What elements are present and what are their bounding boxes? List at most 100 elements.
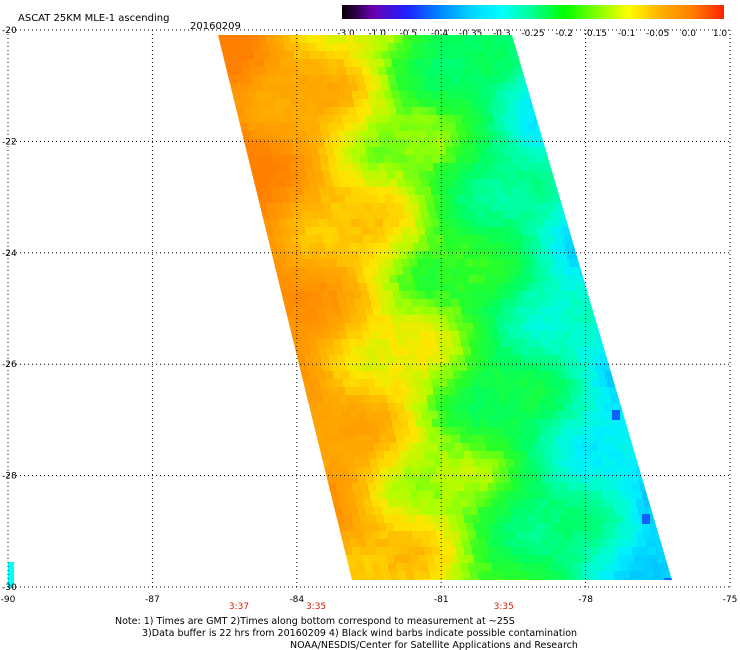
swath-cell (531, 331, 539, 339)
swath-cell (616, 579, 624, 580)
swath-cell (421, 211, 429, 219)
swath-cell (538, 523, 546, 531)
swath-cell (363, 299, 371, 307)
swath-cell (632, 547, 640, 555)
swath-cell (356, 75, 364, 83)
swath-cell (376, 579, 384, 580)
swath-cell (459, 171, 467, 179)
swath-cell (560, 515, 568, 523)
swath-cell (485, 307, 493, 315)
swath-cell (455, 347, 463, 355)
swath-cell (466, 99, 474, 107)
swath-cell (584, 483, 592, 491)
swath-cell (353, 387, 361, 395)
swath-cell (538, 99, 546, 107)
swath-cell (578, 459, 586, 467)
swath-cell (553, 227, 561, 235)
swath-cell (520, 579, 528, 580)
swath-cell (626, 555, 634, 563)
swath-cell (396, 139, 404, 147)
swath-cell (315, 235, 323, 243)
swath-cell (421, 243, 429, 251)
swath-cell (433, 227, 441, 235)
swath-cell (520, 59, 528, 67)
swath-cell (300, 107, 308, 115)
swath-cell (486, 411, 494, 419)
swath-cell (242, 131, 250, 139)
swath-cell (260, 139, 268, 147)
swath-cell (416, 451, 424, 459)
swath-cell (415, 251, 423, 259)
swath-cell (542, 411, 550, 419)
swath-cell (337, 355, 345, 363)
swath-cell (532, 467, 540, 475)
swath-cell (467, 363, 475, 371)
swath-cell (344, 91, 352, 99)
swath-cell (549, 339, 557, 347)
swath-cell (401, 323, 409, 331)
swath-cell (366, 475, 374, 483)
swath-cell (394, 459, 402, 467)
swath-cell (550, 507, 558, 515)
swath-cell (395, 331, 403, 339)
swath-cell (296, 91, 304, 99)
swath-cell (529, 259, 537, 267)
swath-cell (561, 355, 569, 363)
corner-data-patch (8, 562, 14, 588)
swath-cell (419, 267, 427, 275)
swath-cell (376, 59, 384, 67)
swath-cell (527, 187, 535, 195)
latitude-label: -26 (2, 360, 17, 370)
swath-cell (481, 355, 489, 363)
swath-cell (360, 123, 368, 131)
swath-cell (291, 331, 299, 339)
swath-cell (424, 419, 432, 427)
swath-cell (275, 203, 283, 211)
swath-cell (554, 555, 562, 563)
swath-cell (389, 275, 397, 283)
colorbar-label: -0.25 (521, 29, 544, 39)
swath-cell (504, 123, 512, 131)
swath-cell (506, 491, 514, 499)
swath-cell (274, 131, 282, 139)
swath-cell (248, 91, 256, 99)
swath-cell (555, 171, 563, 179)
swath-cell (469, 371, 477, 379)
swath-cell (315, 363, 323, 371)
swath-cell (537, 387, 545, 395)
swath-cell (568, 579, 576, 580)
swath-cell (599, 379, 607, 387)
swath-cell (472, 91, 480, 99)
swath-cell (476, 139, 484, 147)
swath-cell (331, 267, 339, 275)
swath-cell (591, 347, 599, 355)
swath-cell (446, 475, 454, 483)
swath-cell (565, 307, 573, 315)
swath-cell (304, 123, 312, 131)
swath-cell (523, 171, 531, 179)
swath-cell (484, 139, 492, 147)
swath-cell (492, 139, 500, 147)
swath-cell (328, 91, 336, 99)
swath-cell (501, 243, 509, 251)
swath-cell (585, 387, 593, 395)
swath-cell (351, 251, 359, 259)
swath-cell (498, 67, 506, 75)
swath-cell (250, 99, 258, 107)
swath-cell (334, 507, 342, 515)
swath-cell (532, 499, 540, 507)
swath-cell (504, 59, 512, 67)
swath-cell (373, 179, 381, 187)
swath-cell (347, 331, 355, 339)
swath-cell (367, 379, 375, 387)
swath-cell (434, 67, 442, 75)
swath-cell (344, 123, 352, 131)
swath-cell (496, 155, 504, 163)
swath-cell (567, 347, 575, 355)
swath-cell (540, 139, 548, 147)
swath-cell (355, 299, 363, 307)
swath-cell (394, 523, 402, 531)
swath-cell (470, 51, 478, 59)
swath-cell-blue (612, 410, 620, 420)
swath-cell (583, 379, 591, 387)
